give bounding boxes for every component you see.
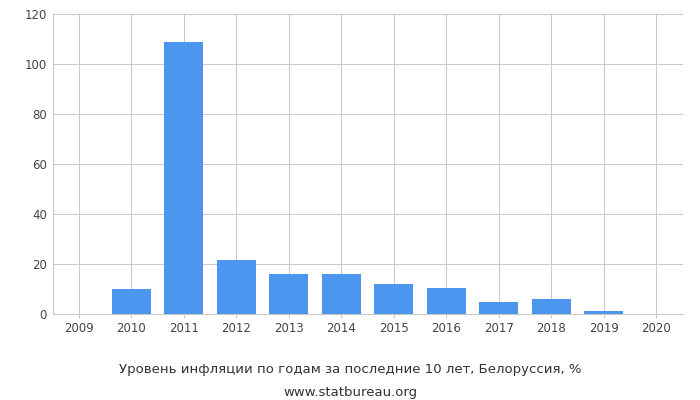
Bar xyxy=(531,299,571,314)
Text: Уровень инфляции по годам за последние 10 лет, Белоруссия, %: Уровень инфляции по годам за последние 1… xyxy=(119,364,581,376)
Bar xyxy=(321,274,361,314)
Bar xyxy=(479,302,519,314)
Bar xyxy=(374,284,414,314)
Bar xyxy=(426,288,466,314)
Bar xyxy=(164,42,204,314)
Bar xyxy=(111,289,151,314)
Text: www.statbureau.org: www.statbureau.org xyxy=(283,386,417,399)
Bar xyxy=(269,274,309,314)
Bar xyxy=(584,311,624,314)
Bar xyxy=(216,260,256,314)
